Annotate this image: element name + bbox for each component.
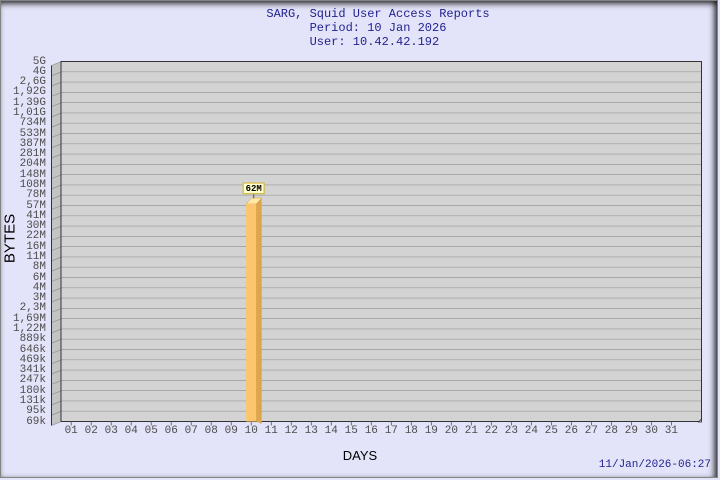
svg-text:62M: 62M xyxy=(246,184,262,194)
